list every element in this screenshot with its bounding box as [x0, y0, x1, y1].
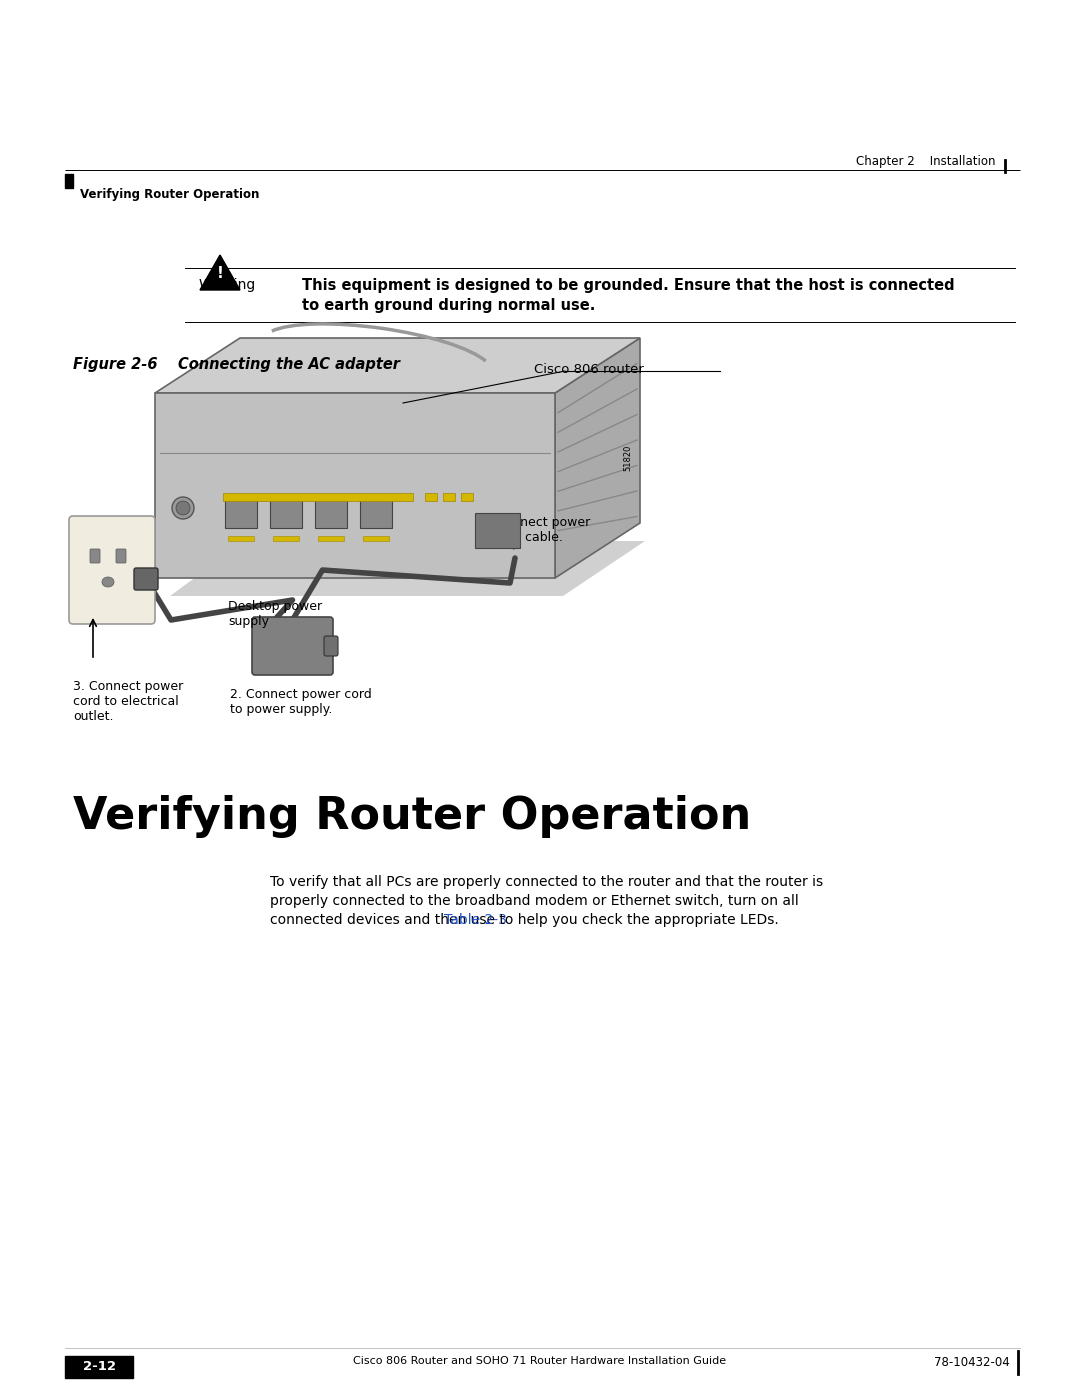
FancyBboxPatch shape [69, 515, 156, 624]
Text: to help you check the appropriate LEDs.: to help you check the appropriate LEDs. [495, 914, 779, 928]
FancyBboxPatch shape [315, 500, 347, 528]
Bar [426, 493, 437, 502]
Text: Desktop power
supply: Desktop power supply [228, 599, 322, 629]
FancyBboxPatch shape [225, 500, 257, 528]
Bar [65, 175, 73, 189]
FancyBboxPatch shape [252, 617, 333, 675]
Bar [318, 536, 345, 541]
Text: Verifying Router Operation: Verifying Router Operation [73, 795, 752, 838]
FancyBboxPatch shape [324, 636, 338, 657]
Polygon shape [170, 541, 645, 597]
Text: This equipment is designed to be grounded. Ensure that the host is connected: This equipment is designed to be grounde… [302, 278, 955, 293]
Text: connected devices and then use: connected devices and then use [270, 914, 499, 928]
FancyBboxPatch shape [116, 549, 126, 563]
Text: properly connected to the broadband modem or Ethernet switch, turn on all: properly connected to the broadband mode… [270, 894, 799, 908]
Ellipse shape [176, 502, 190, 515]
Text: Verifying Router Operation: Verifying Router Operation [80, 189, 259, 201]
FancyBboxPatch shape [475, 513, 519, 548]
Bar [222, 493, 413, 502]
Bar [461, 493, 473, 502]
FancyBboxPatch shape [90, 549, 100, 563]
Text: 1. Connect power
supply cable.: 1. Connect power supply cable. [480, 515, 591, 543]
Polygon shape [200, 256, 240, 291]
FancyBboxPatch shape [134, 569, 158, 590]
Bar [65, 1356, 133, 1377]
Text: Table 2-3: Table 2-3 [444, 914, 508, 928]
Polygon shape [555, 338, 640, 578]
Text: Figure 2-6    Connecting the AC adapter: Figure 2-6 Connecting the AC adapter [73, 358, 400, 372]
Ellipse shape [172, 497, 194, 520]
Text: Cisco 806 router: Cisco 806 router [534, 363, 644, 376]
Text: to earth ground during normal use.: to earth ground during normal use. [302, 298, 595, 313]
Polygon shape [156, 338, 640, 393]
Bar [443, 493, 455, 502]
Text: Cisco 806 Router and SOHO 71 Router Hardware Installation Guide: Cisco 806 Router and SOHO 71 Router Hard… [353, 1356, 727, 1366]
FancyBboxPatch shape [360, 500, 392, 528]
Text: 51820: 51820 [623, 444, 633, 471]
Bar [363, 536, 389, 541]
FancyBboxPatch shape [270, 500, 302, 528]
Text: 78-10432-04: 78-10432-04 [934, 1356, 1010, 1369]
Text: Warning: Warning [199, 278, 256, 292]
Ellipse shape [102, 577, 114, 587]
Text: 2-12: 2-12 [82, 1361, 116, 1373]
Text: Chapter 2    Installation: Chapter 2 Installation [855, 155, 995, 168]
Bar [273, 536, 299, 541]
FancyBboxPatch shape [156, 393, 555, 578]
Bar [228, 536, 254, 541]
Text: To verify that all PCs are properly connected to the router and that the router : To verify that all PCs are properly conn… [270, 875, 823, 888]
Text: 2. Connect power cord
to power supply.: 2. Connect power cord to power supply. [230, 687, 372, 717]
Text: !: ! [217, 265, 224, 281]
Text: 3. Connect power
cord to electrical
outlet.: 3. Connect power cord to electrical outl… [73, 680, 184, 724]
